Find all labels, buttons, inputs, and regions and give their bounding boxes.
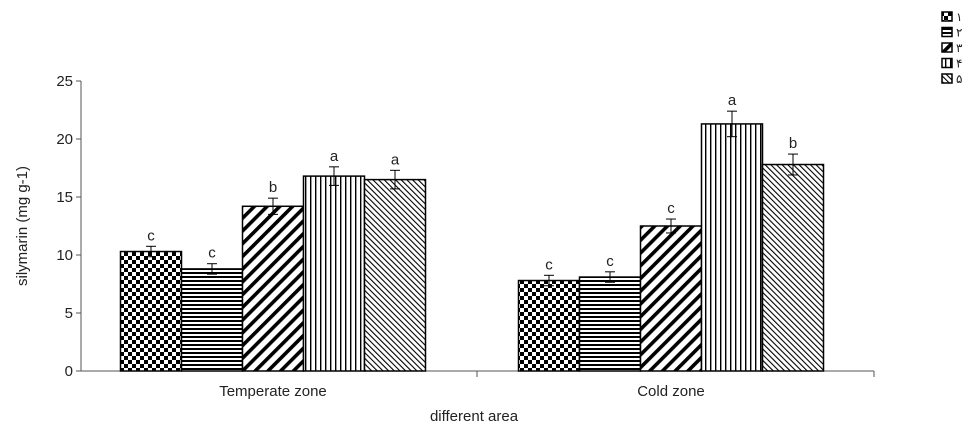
significance-letter: b [269,179,277,196]
x-axis-title: different area [430,408,519,425]
x-tick-label: Cold zone [637,383,705,400]
legend-label: ٢ [956,26,962,40]
bar-4 [700,123,764,372]
legend-swatch [941,42,953,53]
x-axis: Temperate zone Cold zone [81,370,875,400]
y-tick-label: 25 [56,73,73,90]
bar-5 [761,163,825,372]
y-ticks: 0 5 10 15 20 25 [56,73,81,380]
significance-letter: c [147,227,155,244]
significance-letter: c [545,256,553,273]
legend-swatch [941,57,953,69]
legend-label: ۴ [956,57,962,71]
legend-swatch [941,11,953,22]
y-axis: 0 5 10 15 20 25 [56,73,82,380]
y-tick-label: 20 [56,131,73,148]
x-tick-label: Temperate zone [219,383,327,400]
bar-3 [639,225,703,372]
bar-2 [578,276,642,372]
bar-3 [241,205,305,372]
legend-label: ١ [956,10,962,24]
legend-swatch [941,73,953,84]
significance-letter: a [728,92,737,109]
legend-swatch [941,26,953,38]
y-axis-title: silymarin (mg g-1) [14,166,31,286]
significance-letter: a [391,151,400,168]
significance-letter: c [208,245,216,262]
legend-label: ٣ [956,41,963,55]
significance-letter: b [789,135,797,152]
significance-letter: c [606,253,614,270]
bar-2 [180,268,244,372]
y-tick-label: 5 [65,305,73,322]
x-category-labels: Temperate zone Cold zone [219,383,705,400]
legend-label: ۵ [956,72,962,86]
significance-letter: c [667,200,675,217]
legend: ١ ٢٣ ۴۵ [941,10,963,86]
y-tick-label: 0 [65,363,73,380]
bar-4 [302,175,366,372]
significance-letter: a [330,148,339,165]
y-tick-label: 15 [56,189,73,206]
bar-1 [517,279,581,372]
bar-1 [119,250,183,372]
bar-5 [363,178,427,372]
bars: c c b a a c c c a b [119,92,825,372]
y-tick-label: 10 [56,247,73,264]
